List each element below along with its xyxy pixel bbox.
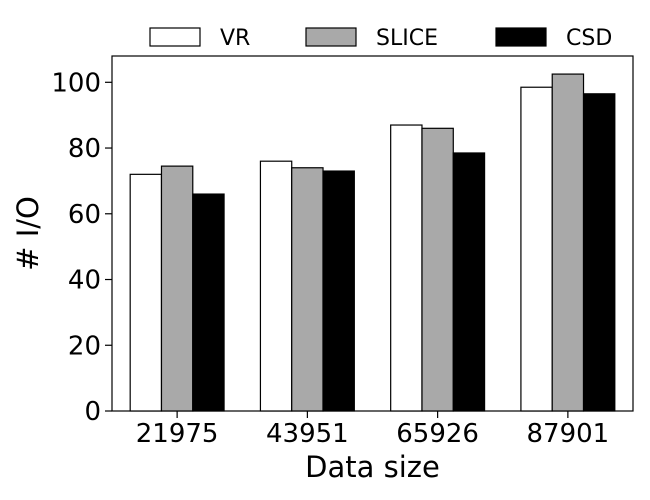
bar-csd-43951 — [322, 170, 355, 412]
legend-label-csd: CSD — [566, 26, 612, 51]
y-tick-label: 80 — [68, 134, 101, 164]
legend-label-slice: SLICE — [376, 26, 438, 51]
legend-label-vr: VR — [220, 26, 250, 51]
x-tick-label: 21975 — [136, 419, 219, 449]
bar-csd-21975 — [192, 193, 225, 412]
bar-slice-87901 — [551, 73, 585, 412]
bar-vr-65926 — [390, 124, 423, 412]
bar-slice-43951 — [291, 167, 324, 412]
y-axis-label: # I/O — [11, 196, 45, 271]
y-axis: 0 20 40 60 80 100 — [51, 68, 112, 427]
bar-slice-21975 — [160, 165, 194, 412]
y-tick-label: 20 — [68, 331, 101, 361]
x-axis-label: Data size — [305, 450, 440, 484]
y-tick-label: 60 — [68, 200, 101, 230]
legend-swatch-csd — [495, 27, 547, 47]
x-axis: 21975 43951 65926 87901 — [136, 411, 609, 449]
y-tick-label: 40 — [68, 266, 101, 296]
x-tick-label: 43951 — [266, 419, 349, 449]
bar-vr-87901 — [520, 86, 553, 412]
y-tick-label: 0 — [84, 397, 101, 427]
bar-csd-87901 — [582, 93, 616, 412]
plot-area-frame — [111, 55, 634, 412]
legend-swatch-slice — [305, 27, 357, 47]
bar-slice-65926 — [421, 127, 454, 412]
legend: VR SLICE CSD — [149, 26, 612, 51]
y-tick-label: 100 — [51, 68, 101, 98]
legend-swatch-vr — [149, 27, 201, 47]
bar-vr-21975 — [129, 173, 163, 412]
bars-group — [129, 73, 616, 412]
x-tick-label: 65926 — [396, 419, 479, 449]
x-tick-label: 87901 — [527, 419, 610, 449]
bar-csd-65926 — [452, 152, 486, 412]
bar-vr-43951 — [259, 160, 293, 412]
